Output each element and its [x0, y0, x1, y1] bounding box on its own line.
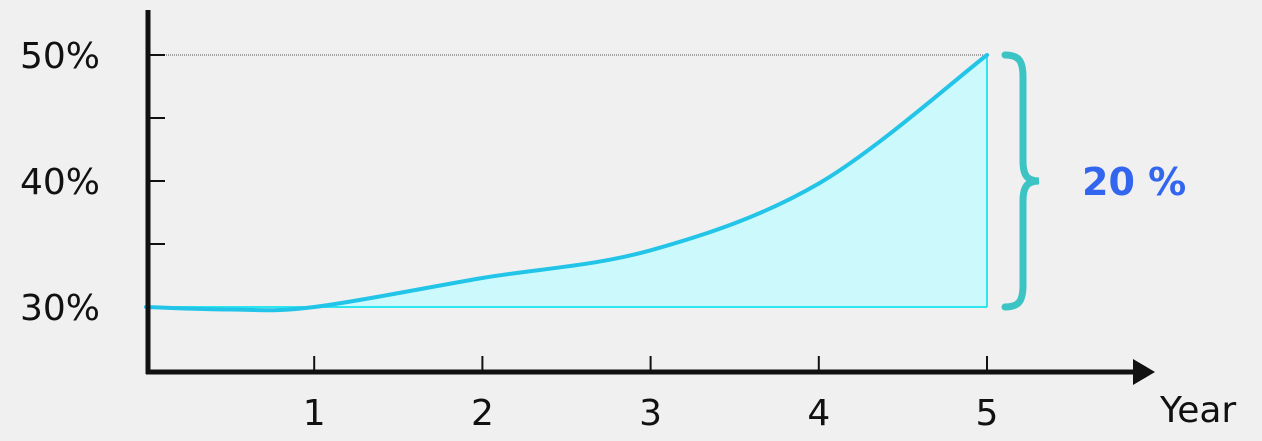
axes [145, 10, 1155, 385]
tick-labels: 30% 40% 50% 1 2 3 4 5 [20, 36, 998, 434]
x-tick-label-2: 2 [471, 393, 494, 434]
y-tick-label-30: 30% [20, 288, 100, 329]
x-axis-arrow [1133, 359, 1155, 385]
annotation-label: 20 % [1082, 160, 1186, 204]
x-tick-label-1: 1 [303, 393, 326, 434]
ticks [148, 54, 988, 372]
brace [1001, 51, 1040, 311]
y-tick-label-50: 50% [20, 36, 100, 77]
series-line [144, 53, 989, 313]
y-tick-label-40: 40% [20, 162, 100, 203]
x-axis-label: Year [1159, 390, 1236, 431]
x-tick-label-4: 4 [807, 393, 830, 434]
annotation [1001, 51, 1040, 311]
area-layer [144, 53, 989, 313]
area-fill [314, 55, 987, 307]
x-tick-label-3: 3 [639, 393, 662, 434]
x-tick-label-5: 5 [976, 393, 999, 434]
